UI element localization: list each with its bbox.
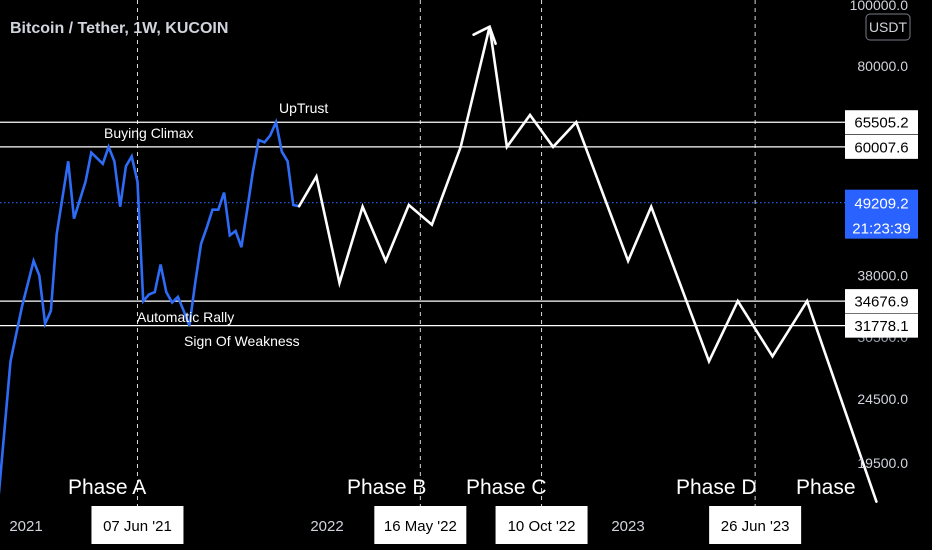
- date-tag-label: 07 Jun '21: [103, 518, 172, 535]
- level-price-tag-label: 31778.1: [854, 318, 908, 335]
- phase-label-5: Phase: [796, 476, 856, 499]
- level-price-tag-label: 34676.9: [854, 294, 908, 311]
- date-tag-label: 10 Oct '22: [508, 518, 576, 535]
- date-tag-label: 16 May '22: [384, 518, 457, 535]
- date-tag: [91, 506, 184, 544]
- projection-line: [297, 26, 878, 503]
- y-axis-tick-label: 80000.0: [857, 58, 908, 74]
- x-axis-year-label: 2023: [611, 518, 644, 535]
- level-price-tag: [845, 110, 918, 135]
- level-price-tag-label: 65505.2: [854, 115, 908, 132]
- date-tag: [374, 506, 467, 544]
- phase-label-1: Phase A: [68, 476, 146, 499]
- y-axis-tick-label: 100000.0: [850, 0, 909, 13]
- chart-title: Bitcoin / Tether, 1W, KUCOIN: [10, 20, 228, 37]
- y-axis-tick-label: 24500.0: [857, 391, 908, 407]
- last-price-tag: [845, 189, 918, 239]
- bar-countdown: 21:23:39: [852, 221, 910, 238]
- phase-label-3: Phase C: [466, 476, 547, 499]
- x-axis-year-label: 2022: [310, 518, 343, 535]
- level-price-tag: [845, 313, 918, 338]
- y-axis-tick-label: 38000.0: [857, 267, 908, 283]
- level-price-tag-label: 60007.6: [854, 139, 908, 156]
- last-price-value: 49209.2: [854, 196, 908, 213]
- phase-label-2: Phase B: [347, 476, 426, 499]
- date-tag-label: 26 Jun '23: [721, 518, 790, 535]
- projection-arrowhead: [472, 24, 497, 45]
- annotation-uptrust: UpTrust: [279, 100, 328, 116]
- annotation-sign-of-weakness: Sign Of Weakness: [184, 333, 300, 349]
- level-price-tag: [845, 134, 918, 159]
- date-tag: [709, 506, 802, 544]
- price-line: [0, 117, 301, 495]
- annotation-buying-climax: Buying Climax: [104, 125, 193, 141]
- date-tag: [495, 506, 588, 544]
- currency-badge-label: USDT: [869, 19, 908, 35]
- level-price-tag: [845, 289, 918, 314]
- currency-badge[interactable]: [865, 13, 911, 41]
- annotation-automatic-rally: Automatic Rally: [137, 309, 234, 325]
- phase-label-4: Phase D: [676, 476, 757, 499]
- x-axis-year-label: 2021: [9, 518, 42, 535]
- y-axis-tick-label: 19500.0: [857, 455, 908, 471]
